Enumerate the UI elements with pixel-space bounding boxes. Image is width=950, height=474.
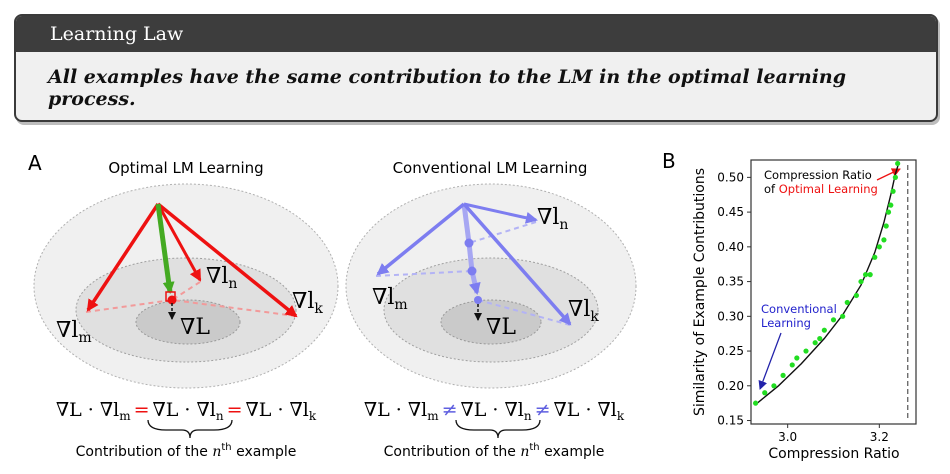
projection-k [477, 299, 571, 326]
grad-arrow-k [462, 202, 572, 326]
optimal-diagram: Optimal LM Learning ∇lm ∇ln ∇lk ∇L ∇L · … [33, 159, 339, 460]
x-tick-label: 3.0 [778, 430, 797, 444]
data-point [771, 383, 777, 389]
label-grad-n: ∇ln [206, 264, 237, 292]
conventional-annotation-line2: Learning [761, 316, 811, 330]
projection-m [85, 299, 173, 313]
data-point [789, 362, 795, 368]
iterate-point-3 [474, 296, 482, 304]
grad-arrow-n [463, 202, 538, 224]
conventional-annotation-line1: Conventional [761, 302, 837, 316]
y-tick-label: 0.45 [717, 205, 744, 219]
data-point [844, 299, 850, 306]
label-grad-k: ∇lk [568, 297, 599, 325]
grad-arrow-k [156, 202, 298, 318]
data-point [885, 209, 892, 215]
inner-loss-contour [135, 299, 241, 345]
label-grad-L: ∇L [486, 315, 516, 340]
data-point [840, 313, 846, 319]
projection-k [171, 299, 297, 317]
y-axis-label: Similarity of Example Contributions [692, 168, 708, 416]
data-point [858, 278, 864, 285]
y-tick-label: 0.30 [717, 309, 744, 323]
projection-m [375, 270, 473, 277]
y-tick-label: 0.40 [717, 240, 744, 254]
grad-arrow-m [86, 203, 160, 312]
data-point [883, 223, 889, 229]
data-point [780, 372, 786, 378]
grad-arrow-m [376, 202, 466, 276]
label-grad-L: ∇L [180, 315, 210, 340]
data-point [892, 174, 898, 180]
data-point [817, 335, 823, 342]
y-tick-label: 0.35 [717, 275, 744, 289]
label-grad-m: ∇lm [56, 318, 92, 346]
projection-point [167, 295, 177, 305]
iterate-point-1 [464, 238, 474, 248]
data-point [876, 244, 882, 250]
learning-law-box: Learning Law All examples have the same … [14, 14, 938, 122]
main-gradient-arrow [155, 203, 175, 294]
iterate-point-2 [467, 266, 477, 276]
data-point [752, 400, 759, 406]
label-grad-n: ∇ln [537, 205, 568, 233]
y-tick-label: 0.50 [717, 170, 744, 184]
optimal-caption: Contribution of the nth example [76, 442, 297, 460]
optimal-brace [147, 419, 233, 439]
data-point [872, 254, 878, 260]
conventional-title: Conventional LM Learning [393, 159, 588, 177]
grad-arrow-n [156, 203, 202, 282]
panel-a-label: A [28, 151, 42, 175]
x-tick-label: 3.2 [870, 430, 889, 444]
optimal-annotation-line1: Compression Ratio [764, 168, 872, 182]
data-point [830, 317, 837, 323]
fit-curve [755, 163, 900, 406]
data-point [794, 355, 800, 361]
conventional-caption: Contribution of the nth example [384, 442, 605, 460]
conventional-diagram: Conventional LM Learning ∇ln ∇lm ∇lk ∇L … [345, 159, 637, 460]
label-grad-k: ∇lk [292, 289, 323, 317]
compression-chart: Compression Ratio Similarity of Example … [692, 159, 917, 462]
descent-segment-1 [461, 203, 472, 244]
data-point [881, 237, 887, 243]
y-tick-label: 0.15 [717, 414, 744, 428]
data-point [821, 327, 827, 333]
data-point [803, 348, 809, 354]
law-statement: All examples have the same contribution … [48, 66, 847, 110]
data-point [890, 188, 896, 194]
optimal-title: Optimal LM Learning [108, 159, 263, 177]
descent-segment-2 [466, 242, 475, 272]
optimal-equation: ∇L · ∇lm = ∇L · ∇ln = ∇L · ∇lk [56, 399, 317, 423]
data-point [895, 160, 901, 167]
law-title: Learning Law [16, 16, 936, 52]
optimal-annotation-line2: of Optimal Learning [764, 182, 878, 196]
conventional-equation: ∇L · ∇lm ≠ ∇L · ∇ln ≠ ∇L · ∇lk [364, 399, 625, 423]
x-axis-label: Compression Ratio [768, 446, 899, 462]
data-point [853, 292, 860, 299]
y-tick-label: 0.25 [717, 344, 744, 358]
projection-n [468, 221, 537, 244]
label-grad-m: ∇lm [372, 285, 408, 313]
data-point [888, 202, 894, 208]
data-point [862, 272, 869, 278]
data-point [867, 272, 873, 278]
data-point [762, 390, 768, 396]
conventional-brace [455, 419, 541, 439]
conventional-annotation-arrow [758, 332, 782, 390]
panel-b-label: B [662, 149, 676, 173]
data-point [812, 340, 818, 346]
y-tick-label: 0.20 [717, 379, 744, 393]
projection-n [171, 281, 201, 301]
